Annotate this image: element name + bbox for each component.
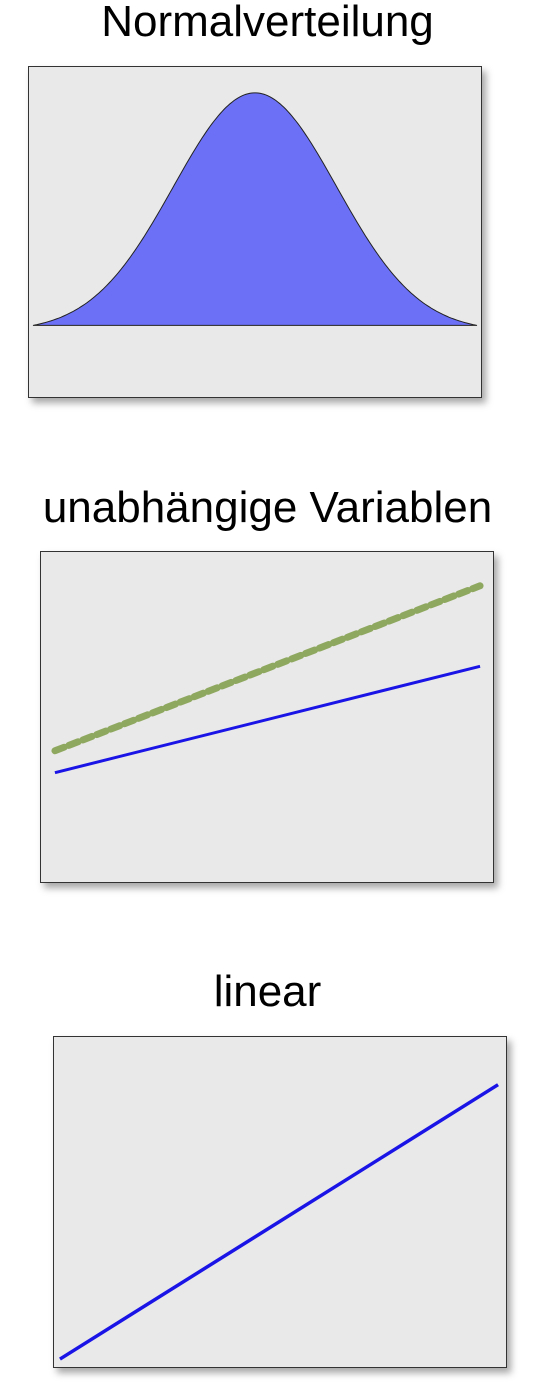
parallel-lines-plot bbox=[51, 582, 484, 775]
linear-line bbox=[59, 1083, 499, 1361]
unabhaengige-variablen-title: unabhängige Variablen bbox=[42, 483, 493, 532]
bell-curve-area bbox=[32, 92, 478, 326]
normalverteilung-panel bbox=[28, 66, 482, 398]
linear-plot bbox=[59, 1083, 499, 1361]
unabhaengige-variablen-panel bbox=[40, 551, 494, 883]
dashed-trend-line bbox=[51, 582, 484, 755]
normalverteilung-title: Normalverteilung bbox=[101, 0, 434, 46]
normal-distribution-plot bbox=[32, 92, 478, 326]
solid-trend-line bbox=[54, 664, 481, 775]
linear-panel bbox=[53, 1036, 507, 1368]
linear-title: linear bbox=[213, 967, 322, 1016]
